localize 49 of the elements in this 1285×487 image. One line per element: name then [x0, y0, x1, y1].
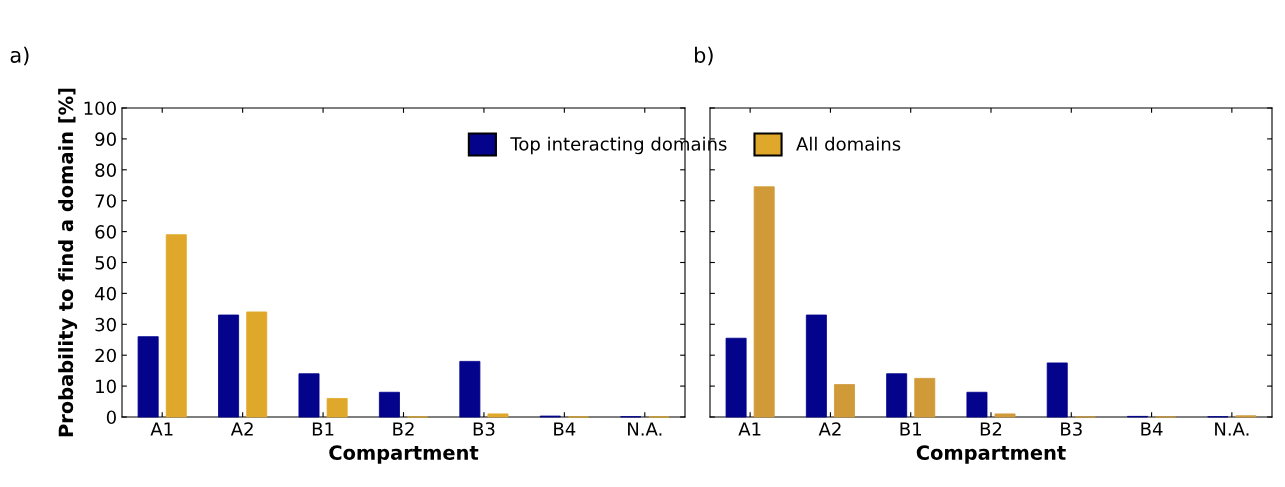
x-axis-title: Compartment	[916, 445, 1066, 464]
x-axis-title: Compartment	[329, 445, 479, 464]
y-tick-label: 30	[95, 317, 116, 332]
y-axis-title: Probability to find a domain [%]	[58, 88, 78, 437]
bar	[165, 234, 187, 418]
chart-title: b)	[695, 46, 713, 66]
bar	[378, 391, 400, 418]
y-tick-label: 70	[95, 194, 116, 208]
bar	[805, 314, 827, 418]
y-tick-label: 20	[95, 348, 116, 363]
x-tick-label: A1	[150, 422, 173, 436]
x-tick-label: A2	[230, 422, 253, 436]
bar	[326, 398, 348, 418]
x-tick-label: B4	[554, 422, 576, 436]
y-tick-label: 100	[84, 101, 116, 116]
x-tick-label: B1	[312, 422, 334, 436]
bar	[218, 314, 240, 418]
bar	[725, 337, 747, 418]
x-tick-label: B4	[1141, 422, 1163, 436]
bar	[753, 186, 775, 418]
x-tick-label: N.A.	[1215, 422, 1249, 436]
bar	[246, 311, 268, 418]
bar	[994, 413, 1016, 418]
bar	[966, 391, 988, 418]
x-tick-label: A1	[738, 422, 761, 436]
x-tick-label: B3	[1061, 422, 1082, 436]
legend-label: All domains	[796, 136, 901, 151]
x-tick-label: N.A.	[628, 422, 662, 436]
y-tick-label: 40	[95, 286, 116, 301]
chart-title: a)	[10, 46, 29, 66]
y-tick-label: 50	[95, 255, 116, 270]
x-tick-label: B2	[393, 422, 414, 436]
x-tick-label: B1	[900, 422, 921, 436]
y-tick-label: 0	[106, 410, 116, 425]
x-tick-label: B2	[980, 422, 1002, 436]
bar	[298, 373, 320, 418]
bar	[459, 360, 481, 418]
bar	[886, 373, 908, 418]
bar	[137, 336, 159, 418]
y-tick-label: 10	[96, 379, 116, 394]
x-tick-label: B3	[473, 422, 495, 436]
y-tick-label: 80	[95, 163, 116, 177]
bar	[1046, 362, 1068, 418]
y-tick-label: 60	[95, 225, 116, 239]
bar	[914, 377, 936, 418]
x-tick-label: A2	[818, 422, 841, 436]
bar	[834, 384, 855, 418]
y-tick-label: 90	[95, 132, 116, 147]
bar	[487, 413, 509, 418]
